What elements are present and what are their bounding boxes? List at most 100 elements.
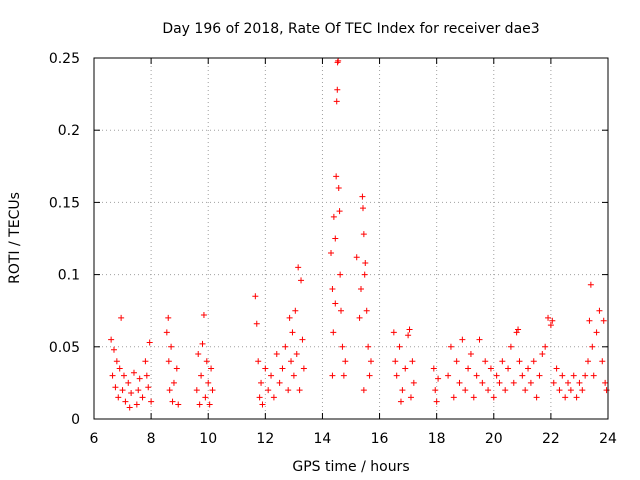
data-point [567,387,574,394]
data-point [276,379,283,386]
data-point [533,394,540,401]
data-point [596,307,603,314]
data-point [255,358,262,365]
data-point [482,358,489,365]
data-point [165,358,172,365]
data-point [545,314,552,321]
data-point [119,387,126,394]
data-point [252,293,259,300]
data-point [507,343,514,350]
data-point [453,358,460,365]
data-point [485,387,492,394]
data-point [470,394,477,401]
data-point [200,312,207,319]
data-point [289,329,296,336]
data-point [285,387,292,394]
data-point [173,365,180,372]
data-point [175,401,182,408]
data-point [126,404,133,411]
data-point [582,372,589,379]
data-point [462,387,469,394]
data-point [357,286,364,293]
data-point [362,260,369,267]
data-point [336,208,343,215]
data-point [602,379,609,386]
data-point [476,336,483,343]
data-point [329,372,336,379]
data-point [334,86,341,93]
data-point [405,332,412,339]
data-point [295,264,302,271]
data-point [335,57,342,64]
y-tick-label: 0.05 [49,340,80,356]
x-tick-label: 16 [371,431,389,447]
x-tick-label: 18 [428,431,446,447]
data-point [332,300,339,307]
data-point [145,384,152,391]
data-point [493,372,500,379]
y-tick-label: 0.1 [58,268,80,284]
data-point [573,394,580,401]
data-point [360,387,367,394]
x-tick-label: 10 [199,431,217,447]
data-point [530,358,537,365]
data-point [329,286,336,293]
y-tick-label: 0 [71,412,80,428]
x-tick-label: 6 [90,431,99,447]
data-point [282,343,289,350]
data-point [396,343,403,350]
data-point [570,372,577,379]
data-point [565,379,572,386]
x-tick-label: 24 [599,431,617,447]
data-point [270,394,277,401]
data-point [133,401,140,408]
data-point [120,372,127,379]
data-point [168,343,175,350]
x-tick-label: 8 [147,431,156,447]
data-point [288,358,295,365]
data-point [110,346,117,353]
data-points [108,57,610,411]
data-point [125,379,132,386]
data-point [450,394,457,401]
x-tick-label: 12 [256,431,274,447]
data-point [562,394,569,401]
data-point [456,379,463,386]
data-point [547,322,554,329]
data-point [292,307,299,314]
data-point [399,387,406,394]
data-point [361,271,368,278]
data-point [300,365,307,372]
data-point [433,398,440,405]
data-point [205,379,212,386]
data-point [290,372,297,379]
data-point [585,358,592,365]
data-point [390,329,397,336]
tick-labels: 6 8 10 12 14 16 18 20 22 24 0 0.05 0.1 0.15 0.2 0.25 [49,51,617,447]
data-point [333,173,340,180]
data-point [330,213,337,220]
data-point [193,387,200,394]
data-point [515,326,522,333]
data-point [112,384,119,391]
data-point [397,398,404,405]
data-point [253,320,260,327]
data-point [430,365,437,372]
data-point [586,317,593,324]
data-point [576,379,583,386]
chart-title: Day 196 of 2018, Rate Of TEC Index for r… [162,21,539,37]
data-point [447,343,454,350]
data-point [146,339,153,346]
data-point [525,365,532,372]
data-point [360,231,367,238]
data-point [203,358,210,365]
data-point [338,307,345,314]
y-tick-label: 0.15 [49,195,80,211]
data-point [169,398,176,405]
data-point [553,365,560,372]
y-axis-label: ROTI / TECUs [7,192,23,284]
data-point [333,98,340,105]
data-point [113,358,120,365]
data-point [330,329,337,336]
